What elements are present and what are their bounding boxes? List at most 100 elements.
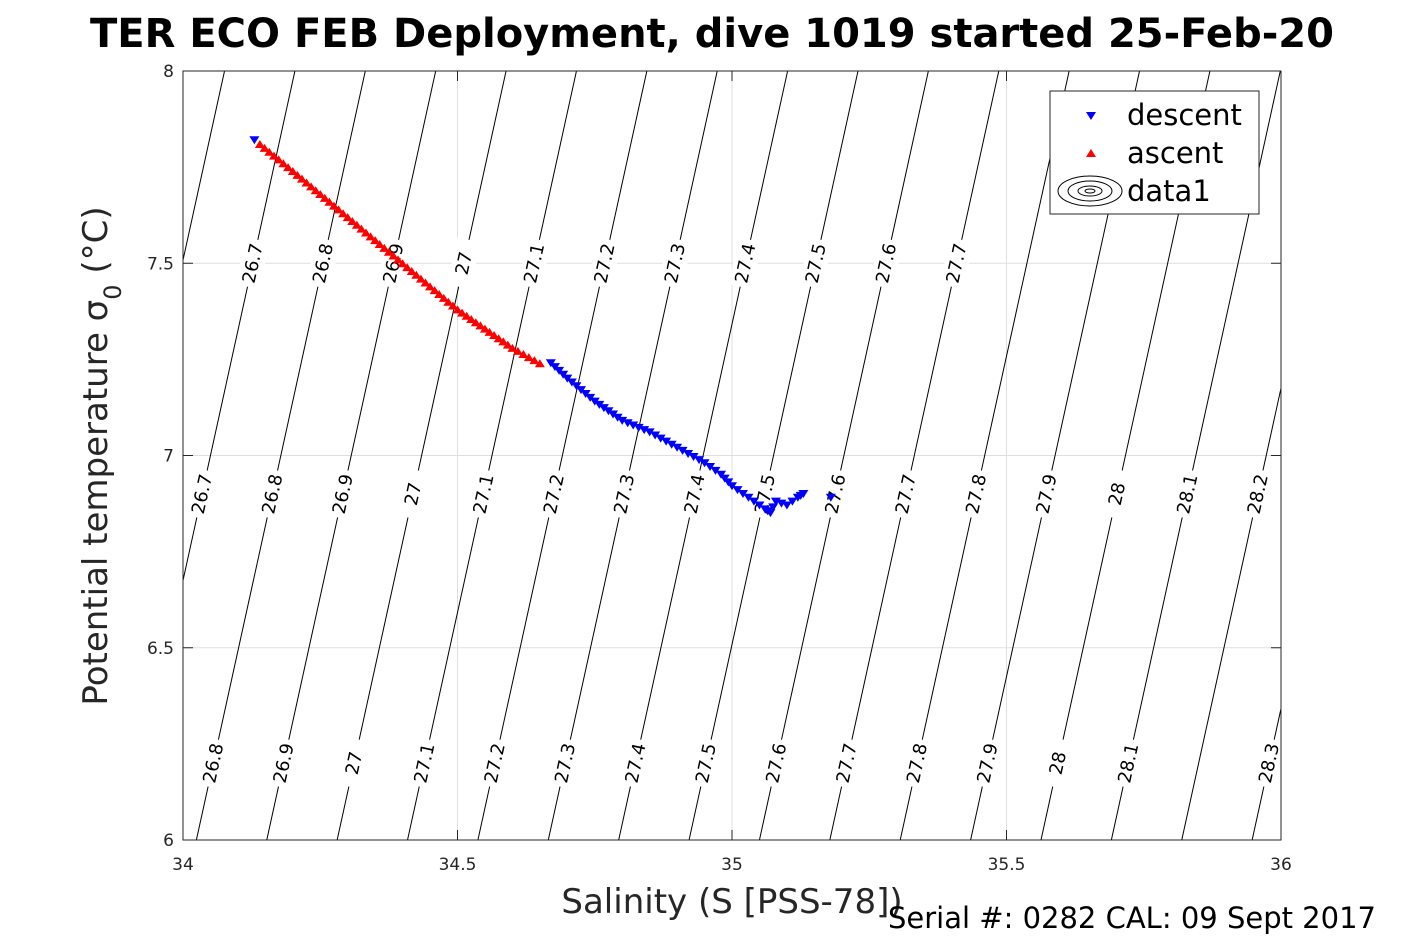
contour-line — [336, 71, 507, 840]
descent-point — [688, 453, 699, 462]
x-axis-label: Salinity (S [PSS-78]) — [561, 882, 902, 922]
ascent-point — [406, 266, 417, 275]
descent-point — [694, 456, 705, 465]
ascent-point — [292, 170, 303, 179]
ascent-point — [512, 346, 523, 355]
contour-line — [829, 71, 1000, 840]
contour-label-bg — [677, 467, 712, 520]
y-axis-label-main: Potential temperature σ — [76, 300, 116, 706]
contour-label-bg — [618, 737, 653, 790]
descent-point — [661, 437, 672, 446]
ascent-point — [438, 293, 449, 302]
ascent-point — [402, 263, 413, 272]
contour-label-bg — [959, 467, 994, 520]
descent-point — [594, 400, 605, 409]
ascent-point — [534, 359, 545, 368]
descent-point — [754, 501, 765, 510]
descent-point — [683, 449, 694, 458]
y-axis-label-unit: (°C) — [76, 206, 116, 284]
descent-point — [672, 443, 683, 452]
descent-point — [787, 497, 798, 506]
contour-label-bg — [1041, 737, 1075, 790]
x-tick-label: 34.5 — [439, 855, 477, 875]
ascent-point — [324, 197, 335, 206]
ascent-point — [443, 297, 454, 306]
descent-point — [655, 434, 666, 443]
descent-point — [743, 493, 754, 502]
descent-point — [650, 431, 661, 440]
descent-point — [737, 489, 748, 498]
contour-label-bg — [1252, 737, 1286, 790]
ascent-point — [529, 356, 540, 365]
contour-label-bg — [728, 237, 763, 290]
contour-line — [1181, 385, 1281, 840]
ascent-point — [319, 193, 330, 202]
contour-label-bg — [466, 467, 501, 520]
ascent-point — [452, 305, 463, 314]
descent-point — [710, 466, 721, 475]
ascent-point — [434, 290, 445, 299]
legend-contour-label: data1 — [1127, 174, 1211, 208]
ascent-point — [333, 205, 344, 214]
contour-label-bg — [548, 737, 583, 790]
contour-label-bg — [829, 737, 864, 790]
ascent-point — [447, 301, 458, 310]
y-tick-label: 6.5 — [147, 639, 174, 659]
descent-point — [768, 503, 779, 512]
contour-line — [547, 71, 718, 840]
ascent-point — [493, 334, 504, 343]
descent-point — [666, 440, 677, 449]
contour-line — [477, 71, 648, 840]
contour-label-bg — [1240, 467, 1275, 520]
contour-label-bg — [266, 737, 301, 790]
contour-line — [899, 71, 1070, 840]
descent-point — [781, 501, 792, 510]
ascent-point — [264, 147, 275, 156]
contour-line — [183, 71, 296, 583]
ascent-point — [393, 255, 404, 264]
contour-label-bg — [970, 737, 1005, 790]
contour-label-bg — [1170, 467, 1205, 520]
ascent-point — [470, 318, 481, 327]
contour-label-bg — [587, 237, 622, 290]
descent-point — [825, 493, 836, 502]
contour-label-bg — [1029, 467, 1064, 520]
ascent-point — [273, 155, 284, 164]
contour-line — [266, 71, 437, 840]
contour-label: 27 — [401, 481, 426, 508]
ascent-point — [287, 166, 298, 175]
contour-line — [618, 71, 789, 840]
contour-line — [195, 71, 366, 840]
descent-point — [633, 423, 644, 432]
y-axis-label: Potential temperature σ0 (°C) — [76, 206, 127, 705]
contour-label-bg — [888, 467, 923, 520]
contour-label-bg — [689, 737, 723, 790]
ascent-point — [397, 259, 408, 268]
contour-label-bg — [477, 737, 512, 790]
descent-point — [748, 497, 759, 506]
legend-ascent-label: ascent — [1127, 136, 1223, 170]
ascent-point — [347, 216, 358, 225]
descent-point — [705, 463, 716, 472]
ascent-point — [466, 315, 477, 324]
ascent-point — [315, 190, 326, 199]
ascent-point — [356, 224, 367, 233]
ascent-point — [379, 243, 390, 252]
contour-label-bg — [325, 467, 360, 520]
descent-point — [612, 413, 623, 422]
ascent-point — [475, 321, 486, 330]
contour-label-bg — [306, 237, 340, 290]
descent-point — [622, 419, 633, 428]
contour-label: 28 — [1105, 481, 1130, 508]
y-axis-ticks: 6 6.5 7 7.5 8 — [147, 62, 1281, 851]
descent-point — [589, 397, 600, 406]
contour-label: 28 — [1046, 750, 1071, 777]
ascent-point — [328, 201, 339, 210]
contour-label-bg — [407, 737, 442, 790]
descent-point — [639, 426, 650, 435]
contour-label-bg — [869, 237, 904, 290]
ascent-point — [425, 282, 436, 291]
contour-label-bg — [517, 237, 552, 290]
ascent-point — [388, 251, 399, 260]
ascent-point — [507, 343, 518, 352]
